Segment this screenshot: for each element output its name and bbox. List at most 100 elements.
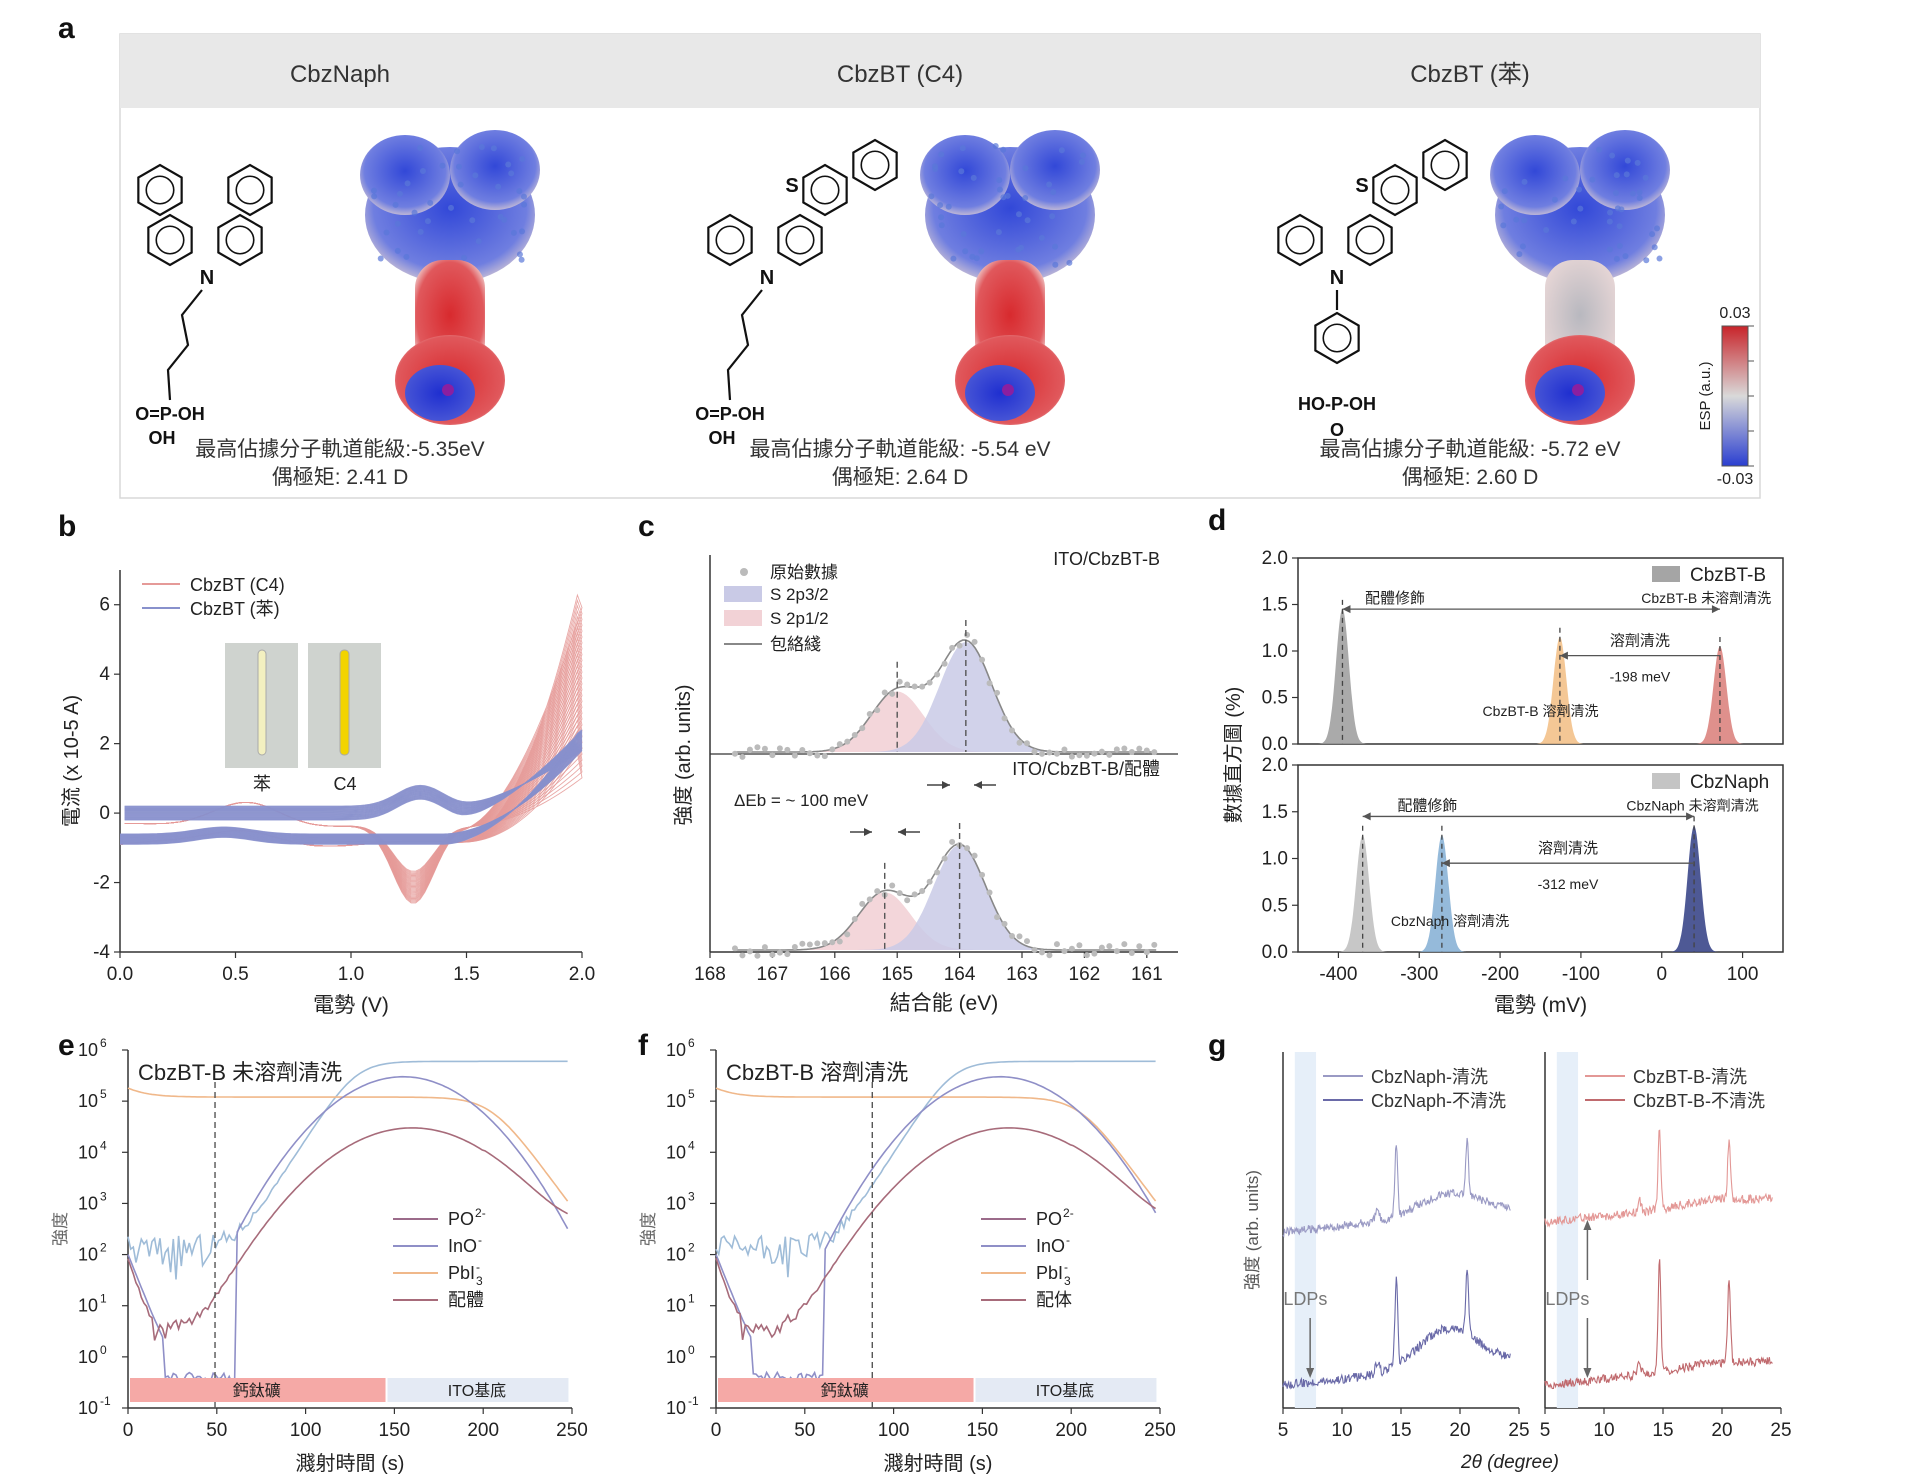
panel-d-y-tick-label: 0.0 [1262, 734, 1288, 755]
sims-legend-label: PbI [1036, 1263, 1063, 1283]
atom-ball [1634, 159, 1641, 166]
ring [1347, 213, 1393, 267]
panel-d-y-tick-label: 2.0 [1262, 755, 1288, 776]
atom-ball [1562, 175, 1569, 182]
xps-bottom-raw-point [1068, 945, 1075, 952]
xps-top-raw-point [1031, 748, 1038, 755]
panel-letter-a: a [58, 12, 75, 45]
ring [1422, 138, 1468, 192]
atom-ball [959, 145, 966, 152]
sims-legend-label: 配體 [448, 1290, 484, 1310]
xps-top-raw-point [1001, 715, 1008, 722]
xps-top-raw-point [1068, 753, 1075, 760]
phosphonic-acid-oh: OH [149, 428, 176, 448]
arrow-head [1559, 651, 1568, 660]
atom-ball [1066, 259, 1073, 266]
atom-ball [1613, 172, 1620, 179]
layer-bar-0 [130, 1378, 386, 1402]
xps-top-raw-point [851, 732, 858, 739]
xps-bottom-raw-point [1023, 938, 1030, 945]
atom-ball [1015, 246, 1022, 253]
atom-ball [411, 209, 418, 216]
xps-bottom-raw-point [949, 838, 956, 845]
log-tick-base: 10 [666, 1142, 686, 1162]
atom-ball [1613, 255, 1620, 262]
ldp-arrow-head [1583, 1368, 1592, 1378]
unwashed-label: CbzNaph 未溶劑清洗 [1626, 797, 1758, 813]
panel-d-legend: CbzNaph [1690, 772, 1769, 793]
sims-legend-sup: - [1066, 1233, 1070, 1247]
atom-ball [510, 229, 517, 236]
xps-bottom-raw-point [799, 940, 806, 947]
atom-ball [1050, 189, 1057, 196]
panel-d-y-tick-label: 2.0 [1262, 548, 1288, 569]
molecule-column-1: CbzNaph N O=P-OH OH 最高佔據分子軌道能級:-5.35eV 偶極矩: 2… [135, 61, 540, 489]
atom-ball [424, 218, 431, 225]
xps-top-raw-point [1136, 745, 1143, 752]
phosphonic-acid-group: O=P-OH [695, 404, 765, 424]
panel-c-x-tick-label: 168 [694, 964, 726, 985]
atom-ball [1000, 194, 1007, 201]
atom-ball [521, 201, 528, 208]
panel-b-x-tick-label: 1.5 [453, 964, 479, 985]
phosphonic-acid-group: O=P-OH [135, 404, 205, 424]
panel-d-y-tick-label: 0.5 [1262, 688, 1288, 709]
atom-ball [1616, 223, 1623, 230]
washed-label: CbzNaph 溶劑清洗 [1391, 913, 1509, 929]
ligand-label: 配體修飾 [1365, 590, 1425, 607]
panel-g-x-tick-label: 10 [1331, 1420, 1352, 1441]
atom-ball [928, 193, 935, 200]
log-tick-base: 10 [666, 1347, 686, 1367]
panel-b-y-tick-label: -4 [93, 942, 110, 963]
panel-letter-f: f [638, 1029, 649, 1062]
nitrogen-atom: N [200, 267, 214, 289]
panel-e-x-tick-label: 0 [123, 1420, 134, 1441]
panel-f-x-tick-label: 50 [794, 1420, 815, 1441]
log-tick-base: 10 [666, 1091, 686, 1111]
sims-legend-sup: 2- [1063, 1206, 1074, 1220]
atom-ball [508, 170, 515, 177]
log-tick-base: 10 [78, 1398, 98, 1418]
panel-d-y-tick-label: 1.5 [1262, 595, 1288, 616]
panel-b-y-tick-label: -2 [93, 873, 110, 894]
xps-bottom-raw-point [941, 855, 948, 862]
xrd-legend-washed: CbzNaph-清洗 [1371, 1067, 1488, 1087]
panel-b-ylabel: 電流 (x 10-5 A) [60, 695, 83, 827]
xps-bottom-raw-point [1038, 949, 1045, 956]
histogram-peak-top-1 [1535, 637, 1585, 744]
xps-top-raw-point [866, 711, 873, 718]
aromatic-circle [225, 225, 255, 255]
sims-legend-label: PO [1036, 1209, 1062, 1229]
xps-top-raw-point [1061, 746, 1068, 753]
atom-ball [1049, 213, 1056, 220]
log-tick-exp: 1 [100, 1292, 107, 1306]
xps-bottom-raw-point [1083, 952, 1090, 959]
sims-curve-pbi3 [127, 1087, 569, 1202]
atom-ball [1577, 205, 1584, 212]
atom-ball [404, 180, 411, 187]
atom-ball [403, 253, 410, 260]
chemical-structure: S N O=P-OH OH [695, 138, 898, 448]
atom-ball [1643, 257, 1650, 264]
xps-bottom-raw-point [896, 890, 903, 897]
molecule-title: CbzBT (苯) [1410, 61, 1530, 88]
sims-legend-label: InO [1036, 1236, 1065, 1256]
panel-c-xlabel: 結合能 (eV) [890, 992, 999, 1015]
atom-ball [938, 214, 945, 221]
atom-ball [995, 229, 1002, 236]
arrow-head [1441, 859, 1450, 868]
layer-label: 鈣鈦礦 [821, 1382, 869, 1400]
panel-g-x-tick-label: 20 [1711, 1420, 1732, 1441]
panel-d-x-tick-label: -300 [1400, 964, 1438, 985]
esp-anchor-blue [965, 365, 1035, 421]
shift-arrow-left-top-head [942, 781, 950, 789]
atom-ball [1498, 203, 1505, 210]
panel-b-y-tick-label: 4 [99, 664, 110, 685]
alkyl-chain [166, 289, 203, 401]
panel-c-x-tick-label: 161 [1131, 964, 1163, 985]
xps-top-raw-point [1128, 749, 1135, 756]
atom-ball [1636, 195, 1643, 202]
atom-ball [1513, 216, 1520, 223]
xps-bottom-raw-point [821, 940, 828, 947]
